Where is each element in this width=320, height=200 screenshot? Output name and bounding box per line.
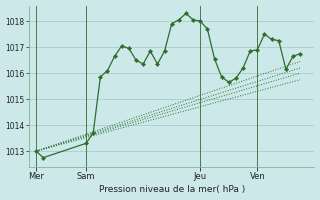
X-axis label: Pression niveau de la mer( hPa ): Pression niveau de la mer( hPa ) [99, 185, 245, 194]
